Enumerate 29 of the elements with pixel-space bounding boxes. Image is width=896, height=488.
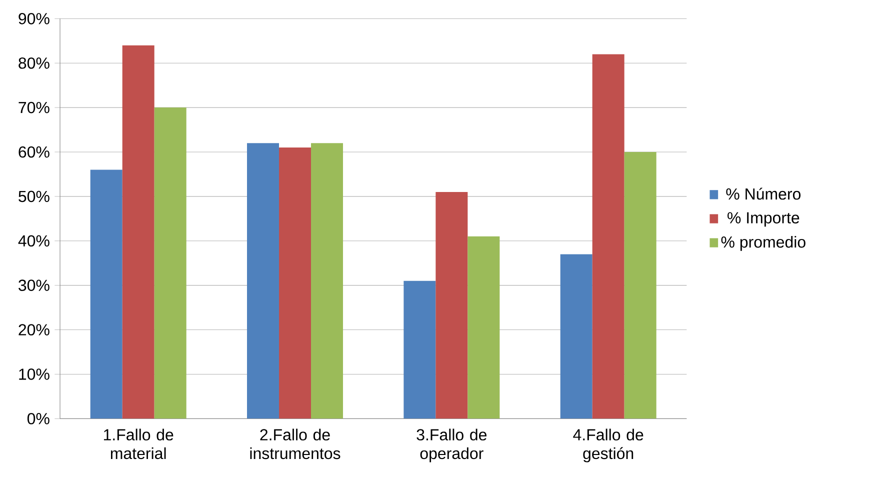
- x-tick-label: 2.Fallo de instrumentos: [250, 428, 340, 460]
- x-tick-label: 4.Fallo de gestión: [573, 428, 644, 462]
- x-tick-label: 1.Fallo de material: [104, 428, 174, 460]
- bar: [154, 108, 186, 419]
- legend-label: % Número: [726, 188, 801, 200]
- bar: [279, 148, 312, 419]
- y-tick-label: 50%: [18, 190, 50, 202]
- bar: [404, 280, 436, 419]
- y-tick-label: 0%: [27, 412, 50, 424]
- y-tick-label: 70%: [18, 102, 50, 114]
- y-tick-label: 30%: [18, 280, 50, 291]
- legend-label: % promedio: [721, 236, 806, 251]
- bar: [560, 254, 592, 419]
- y-tick-label: 10%: [19, 368, 50, 380]
- y-tick-label: 60%: [18, 146, 50, 158]
- y-tick-label: 20%: [18, 324, 50, 336]
- bar: [436, 192, 468, 419]
- bar: [311, 143, 343, 419]
- bar: [468, 236, 500, 419]
- bar: [247, 143, 280, 419]
- x-tick-label: 3.Fallo de operador: [416, 428, 487, 462]
- bar: [122, 45, 154, 419]
- y-tick-label: 90%: [18, 13, 50, 24]
- bar: [90, 170, 122, 419]
- bar: [624, 152, 656, 419]
- bar: [592, 54, 624, 419]
- legend-label: % Importe: [728, 212, 800, 227]
- y-tick-label: 80%: [18, 57, 50, 69]
- y-tick-label: 40%: [18, 235, 50, 247]
